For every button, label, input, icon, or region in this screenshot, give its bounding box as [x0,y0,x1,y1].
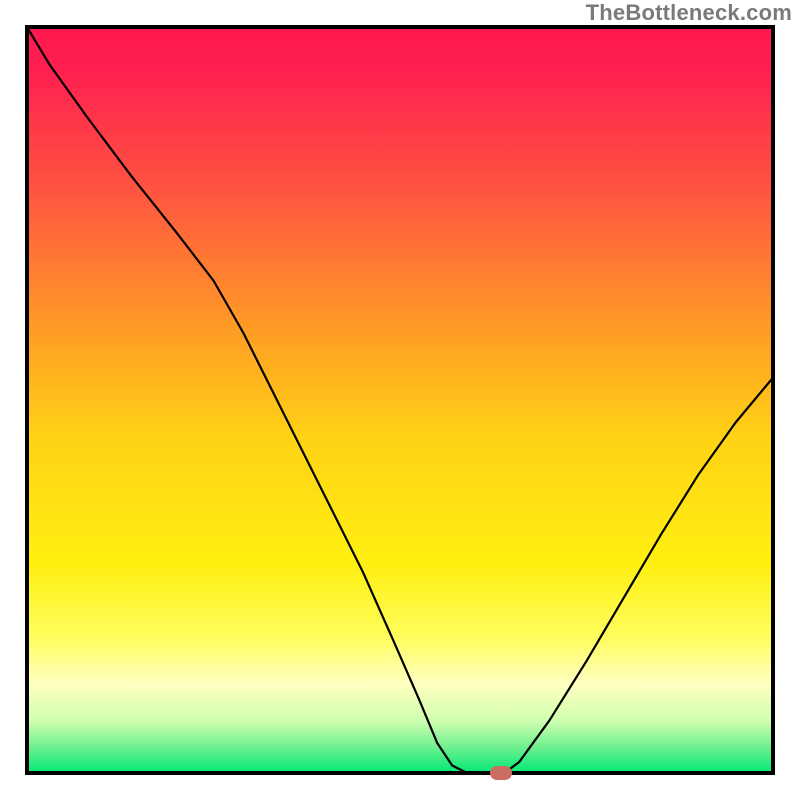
plot-background-gradient [27,27,773,773]
watermark-text: TheBottleneck.com [586,0,792,26]
optimal-point-marker [490,766,512,779]
chart-root: TheBottleneck.com [0,0,800,800]
plot-svg [0,0,800,800]
